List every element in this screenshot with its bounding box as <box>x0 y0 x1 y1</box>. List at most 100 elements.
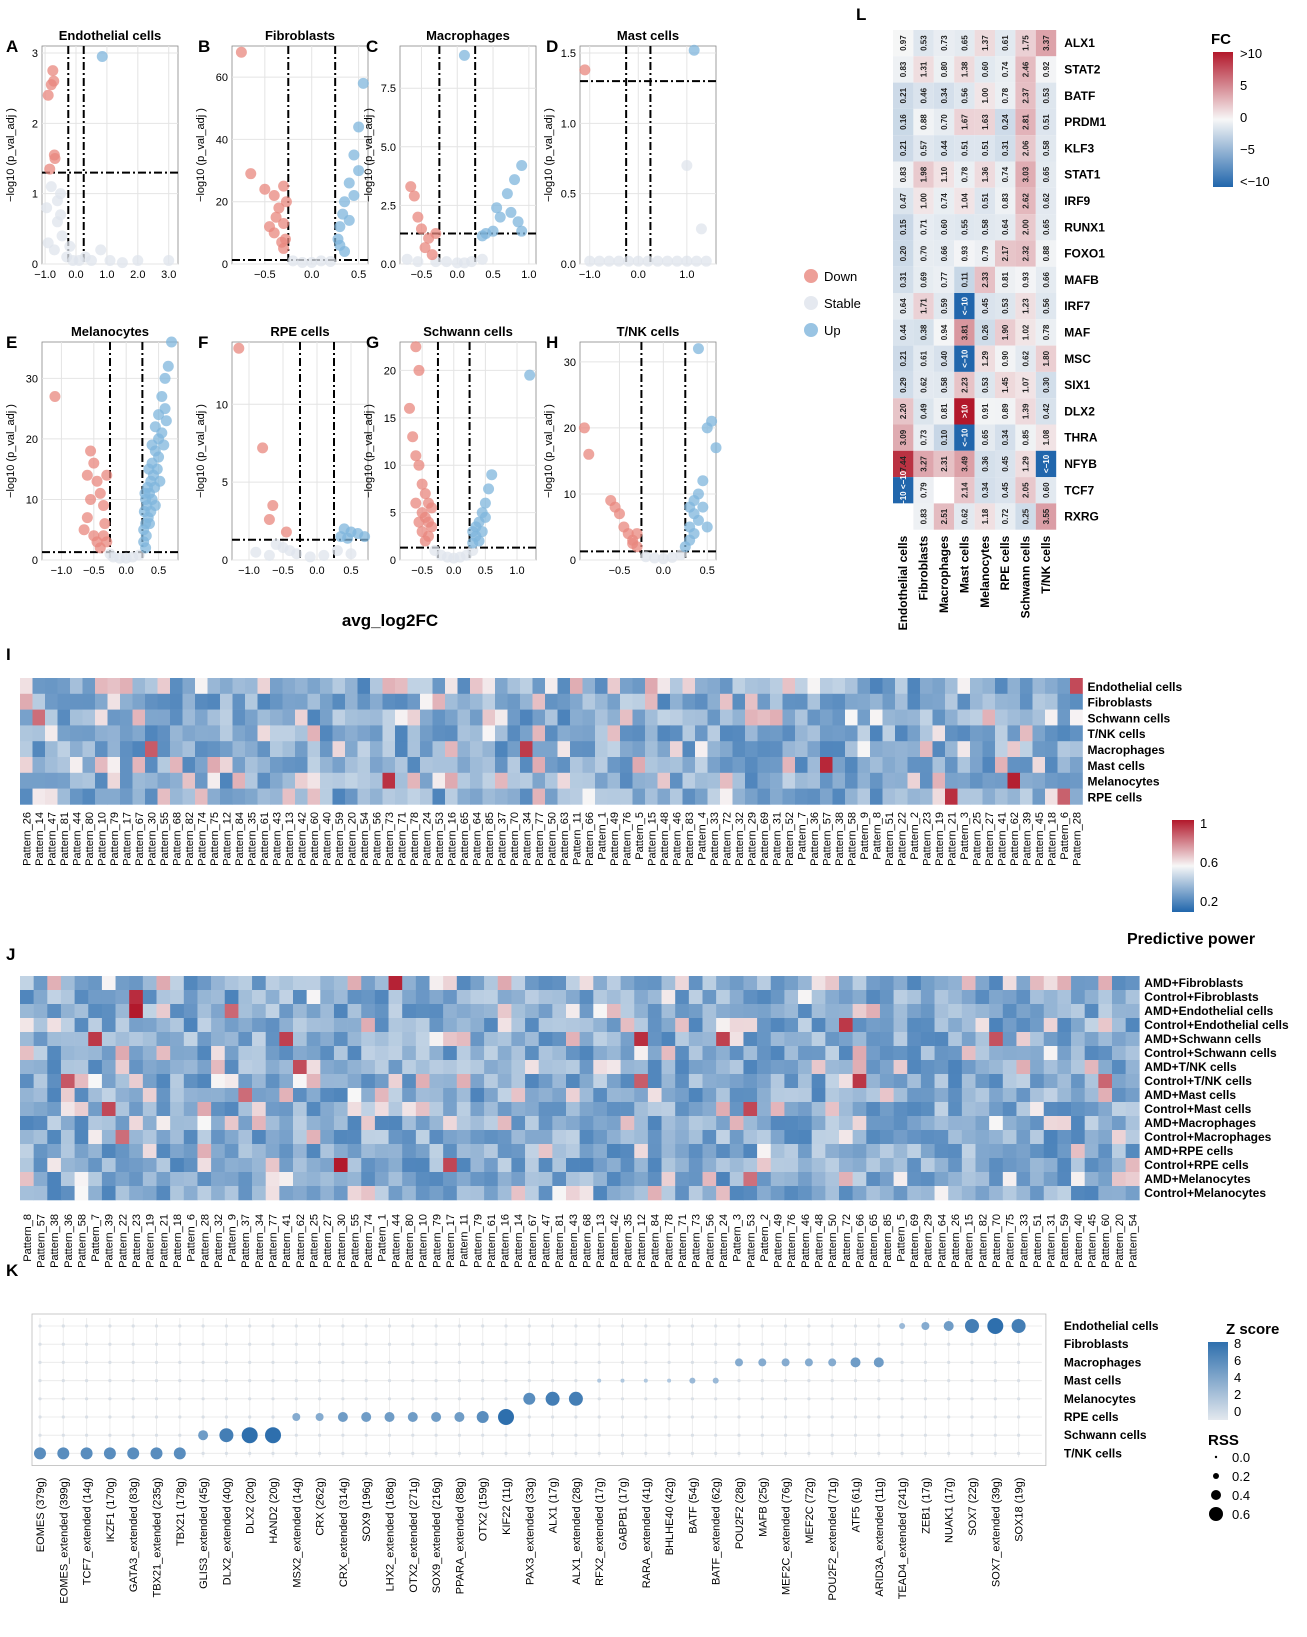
heatmap-cell <box>132 725 146 742</box>
dot <box>597 1324 601 1328</box>
heatmap-cell <box>484 1046 499 1061</box>
panel-label-I: I <box>6 645 11 664</box>
heatmap-cell <box>1098 1144 1113 1159</box>
dot <box>900 1379 904 1383</box>
heatmap-cell <box>811 1074 826 1089</box>
heatmap-cell <box>170 693 183 710</box>
heatmap-cell <box>170 741 183 758</box>
dot <box>970 1451 974 1455</box>
heatmap-cell <box>1016 1172 1031 1187</box>
row-label: T/NK cells <box>1088 727 1146 741</box>
heatmap-cell <box>825 1102 840 1117</box>
heatmap-cell <box>306 1060 321 1075</box>
dot <box>714 1397 718 1401</box>
heatmap-cell <box>1084 1018 1099 1033</box>
heatmap-cell <box>702 1130 717 1145</box>
dot <box>271 1379 275 1383</box>
row-label: DLX2 <box>1064 404 1095 418</box>
heatmap-cell <box>879 1172 894 1187</box>
dot <box>108 1324 112 1328</box>
col-label: Pattern_21 <box>158 1214 170 1268</box>
heatmap-cell <box>220 757 233 774</box>
heatmap-cell <box>484 1144 499 1159</box>
heatmap-cell <box>211 1116 226 1131</box>
cell-value: 0.59 <box>940 298 949 314</box>
heatmap-cell <box>784 1186 799 1201</box>
heatmap-cell <box>238 1018 253 1033</box>
heatmap-cell <box>361 1186 376 1201</box>
dot <box>387 1397 392 1401</box>
heatmap-cell <box>566 1158 580 1173</box>
heatmap-cell <box>1071 1158 1085 1173</box>
row-label: Control+T/NK cells <box>1144 1074 1252 1088</box>
dot <box>1017 1397 1021 1401</box>
col-label: Pattern_14 <box>34 812 46 866</box>
dot <box>411 1451 415 1455</box>
point-down <box>419 535 431 547</box>
heatmap-cell <box>620 1074 635 1089</box>
cell-value: 1.90 <box>1001 324 1010 340</box>
heatmap-cell <box>545 725 558 742</box>
point-up <box>154 475 166 487</box>
heatmap-cell <box>107 678 121 695</box>
cell-value: 2.62 <box>1022 193 1031 209</box>
heatmap-cell <box>374 1172 389 1187</box>
heatmap-cell <box>879 1088 894 1103</box>
heatmap-cell <box>538 1102 553 1117</box>
col-label: Pattern_5 <box>634 812 646 860</box>
dot <box>667 1342 671 1346</box>
heatmap-cell <box>933 450 955 478</box>
point-up <box>353 165 365 177</box>
heatmap-cell <box>1112 1144 1126 1159</box>
heatmap-cell <box>961 1172 976 1187</box>
heatmap-cell <box>482 772 496 789</box>
row-label: AMD+Fibroblasts <box>1144 976 1243 990</box>
heatmap-cell <box>782 693 796 710</box>
col-label: DLX2 (20g) <box>245 1478 257 1534</box>
heatmap-cell <box>357 757 371 774</box>
heatmap-cell <box>45 678 58 695</box>
heatmap-cell <box>333 1060 348 1075</box>
heatmap-cell <box>1030 1116 1045 1131</box>
heatmap-cell <box>238 1060 253 1075</box>
dot <box>830 1451 834 1455</box>
heatmap-cell <box>974 108 995 136</box>
heatmap-cell <box>595 725 608 742</box>
z-tick: 0 <box>1234 1404 1241 1419</box>
col-label: EOMES (379g) <box>35 1478 47 1553</box>
col-label: Pattern_26 <box>950 1214 962 1268</box>
heatmap-cell <box>879 1018 894 1033</box>
col-label: T/NK cells <box>1039 535 1053 593</box>
heatmap-cell <box>820 725 833 742</box>
heatmap-cell <box>88 1060 103 1075</box>
dot <box>643 1378 648 1383</box>
heatmap-cell <box>620 741 633 758</box>
cell-value: 0.58 <box>981 219 990 235</box>
heatmap-cell <box>57 788 71 805</box>
dot <box>993 1360 997 1364</box>
heatmap-cell <box>497 976 512 991</box>
legend-dot-up <box>804 323 818 337</box>
heatmap-cell <box>60 976 75 991</box>
heatmap-cell <box>370 772 383 789</box>
dot <box>61 1360 65 1364</box>
dot <box>714 1415 718 1419</box>
heatmap-cell <box>107 693 121 710</box>
heatmap-cell <box>525 1102 539 1117</box>
heatmap-cell <box>974 398 995 425</box>
heatmap-cell <box>1002 1046 1017 1061</box>
heatmap-cell <box>995 161 1016 188</box>
heatmap-cell <box>798 1018 812 1033</box>
heatmap-cell <box>948 1186 963 1201</box>
heatmap-cell <box>1016 1116 1031 1131</box>
dot <box>527 1342 531 1346</box>
x-tick-label: 0.5 <box>343 565 358 577</box>
heatmap-cell <box>293 1130 307 1145</box>
heatmap-cell <box>120 725 133 742</box>
heatmap-cell <box>60 990 75 1005</box>
heatmap-cell <box>120 693 133 710</box>
row-label: AMD+Endothelial cells <box>1144 1004 1273 1018</box>
heatmap-cell <box>989 1088 1004 1103</box>
heatmap-cell <box>1035 450 1057 478</box>
